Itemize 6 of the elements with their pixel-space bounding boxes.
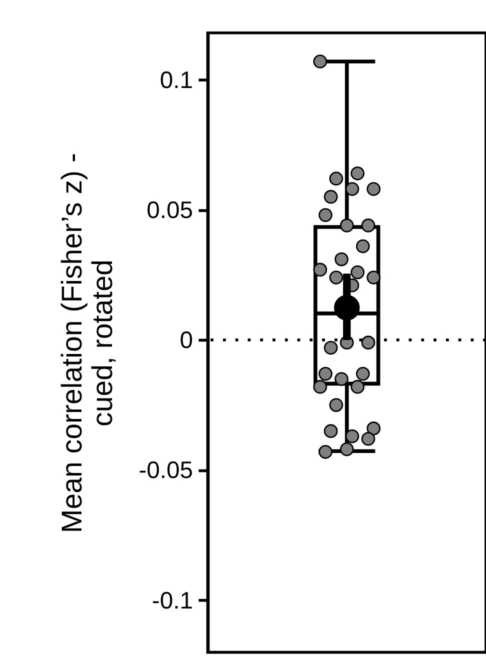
y-tick-label: -0.05 [138,457,193,484]
y-tick-label: 0.1 [160,66,193,94]
y-tick-label: 0 [180,327,193,354]
y-tick-label: -0.1 [152,587,193,614]
y-axis-title: Mean correlation (Fisher’s z) - cued, rotated [56,153,119,534]
y-tick-label: 0.05 [146,196,193,224]
